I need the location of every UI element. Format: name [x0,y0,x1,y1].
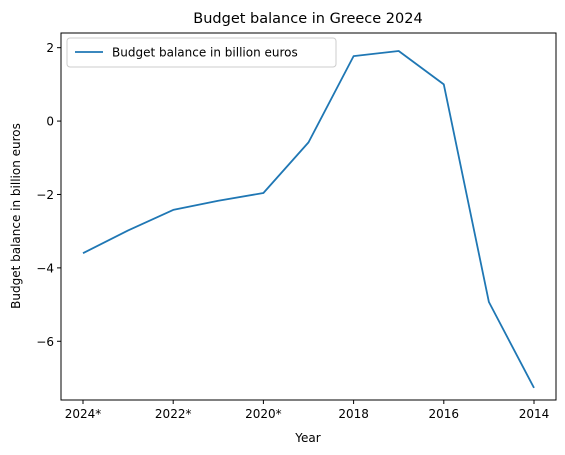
y-tick-label: −4 [36,261,54,275]
plot-area [60,32,557,401]
chart-title: Budget balance in Greece 2024 [193,11,422,27]
x-tick-label: 2020* [245,407,282,421]
legend-label: Budget balance in billion euros [112,46,298,60]
axes-frame [60,32,557,401]
y-tick-label: −6 [36,335,54,349]
x-axis: 2024* 2022* 2020* 2018 2016 2014 [65,400,550,421]
legend-box [66,37,337,68]
x-tick-label: 2022* [155,407,192,421]
x-tick-label: 2016 [429,407,460,421]
y-tick-label: −2 [36,188,54,202]
x-tick-label: 2014 [519,407,550,421]
y-tick-label: 0 [46,115,54,129]
y-tick-label: 2 [46,41,54,55]
x-tick-label: 2024* [65,407,102,421]
x-axis-label: Year [294,431,320,445]
legend: Budget balance in billion euros [66,37,337,68]
y-axis-label: Budget balance in billion euros [9,123,23,309]
y-axis: 2 0 −2 −4 −6 [36,41,61,349]
x-tick-label: 2018 [338,407,369,421]
series-line-budget-balance [82,50,535,389]
